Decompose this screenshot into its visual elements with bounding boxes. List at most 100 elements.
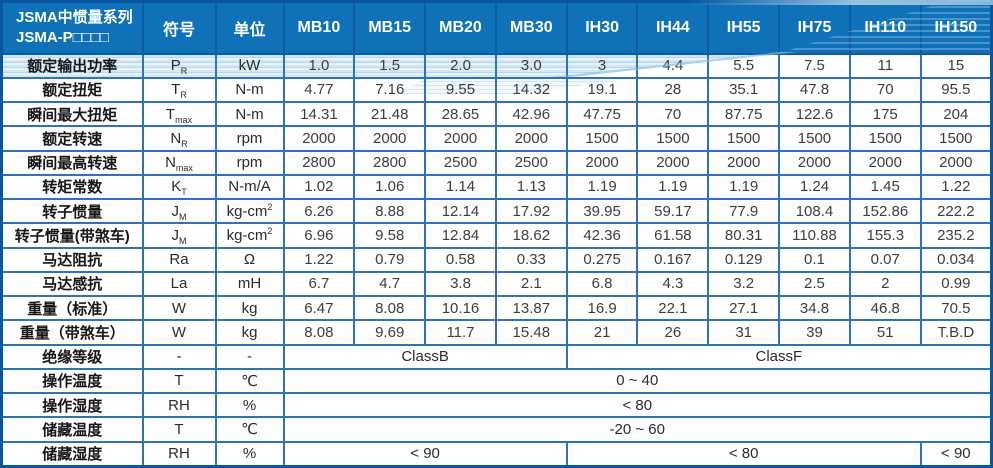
spec-value: 4.7	[353, 270, 427, 298]
spec-value: 152.86	[848, 197, 922, 225]
spec-unit: N-m	[214, 100, 285, 128]
spec-label: 马达感抗	[0, 270, 144, 298]
spec-unit: N-m	[214, 76, 285, 104]
spec-value: 1.45	[848, 173, 922, 201]
series-title-line1: JSMA中惯量系列	[16, 9, 133, 27]
spec-value: 39	[778, 319, 851, 346]
column-header-model: IH75	[778, 0, 851, 55]
spec-unit: kg-cm2	[214, 197, 285, 225]
spec-label: 转子惯量(带煞车)	[0, 222, 144, 249]
spec-span-value: < 90	[919, 440, 993, 468]
spec-value: 9.69	[353, 319, 427, 346]
spec-symbol: RH	[141, 391, 217, 419]
spec-value: 8.08	[282, 319, 356, 346]
spec-value: 0.1	[778, 246, 851, 273]
table-header: JSMA中惯量系列 JSMA-P□□□□ 符号 单位 MB10 MB15 MB2…	[0, 0, 993, 55]
spec-value: 1.5	[353, 52, 427, 79]
column-header-unit: 单位	[214, 0, 285, 55]
spec-value: 3.0	[494, 52, 568, 79]
spec-value: 1500	[707, 125, 781, 152]
spec-value: 2000	[494, 125, 568, 152]
spec-value: 7.16	[353, 76, 427, 104]
spec-label: 额定转速	[0, 125, 144, 152]
spec-symbol: Ra	[141, 246, 217, 273]
spec-value: 70	[848, 76, 922, 104]
spec-value: 11.7	[424, 319, 497, 346]
spec-value: 6.7	[282, 270, 356, 298]
spec-label: 马达阻抗	[0, 246, 144, 273]
spec-value: 2.5	[778, 270, 851, 298]
spec-value: 51	[848, 319, 922, 346]
spec-row: 马达阻抗 Ra Ω 1.22 0.79 0.58 0.33 0.275 0.167 0.129 0.…	[0, 246, 993, 273]
spec-value: 42.96	[494, 100, 568, 128]
spec-unit: %	[214, 440, 285, 468]
spec-value: 2	[848, 270, 922, 298]
spec-value: 77.9	[707, 197, 781, 225]
column-header-model: IH55	[707, 0, 781, 55]
spec-value: 3	[565, 52, 639, 79]
column-header-model: MB15	[353, 0, 427, 55]
spec-value: 15	[919, 52, 993, 79]
spec-value: 0.58	[424, 246, 497, 273]
spec-value: 1500	[636, 125, 710, 152]
spec-unit: kg-cm2	[214, 222, 285, 249]
env-spec-row: 操作湿度 RH% < 80	[0, 391, 993, 419]
spec-value: 70.5	[919, 294, 993, 322]
spec-value: 1500	[565, 125, 639, 152]
spec-value: 1.22	[919, 173, 993, 201]
spec-value: 0.33	[494, 246, 568, 273]
spec-symbol: Nmax	[141, 149, 217, 176]
spec-value: 11	[848, 52, 922, 79]
spec-unit: rpm	[214, 149, 285, 176]
column-header-model: IH44	[636, 0, 710, 55]
spec-span-value: 0 ~ 40	[282, 367, 993, 395]
spec-symbol: TR	[141, 76, 217, 104]
spec-symbol: RH	[141, 440, 217, 468]
spec-label: 转子惯量	[0, 197, 144, 225]
spec-span-value: -20 ~ 60	[282, 416, 993, 443]
spec-row: 额定转速 NR rpm 2000 2000 2000 2000 1500 1500 1500 150…	[0, 125, 993, 152]
spec-unit: ℃	[214, 416, 285, 443]
table-header-row: JSMA中惯量系列 JSMA-P□□□□ 符号 单位 MB10 MB15 MB2…	[0, 0, 993, 55]
spec-value: 6.96	[282, 222, 356, 249]
spec-value: 22.1	[636, 294, 710, 322]
spec-value: 18.62	[494, 222, 568, 249]
spec-value: 2800	[282, 149, 356, 176]
spec-value: 1.19	[565, 173, 639, 201]
spec-row: 瞬间最高转速 Nmax rpm 2800 2800 2500 2500 2000 2000 200…	[0, 149, 993, 176]
column-header-model: MB20	[424, 0, 497, 55]
env-spec-row: 绝缘等级 - - ClassB ClassF	[0, 343, 993, 370]
spec-value: 2500	[494, 149, 568, 176]
spec-value: 2.1	[494, 270, 568, 298]
spec-span-value: ClassF	[565, 343, 993, 370]
spec-label: 绝缘等级	[0, 343, 144, 370]
spec-value: 204	[919, 100, 993, 128]
spec-value: 1.0	[282, 52, 356, 79]
spec-symbol: -	[141, 343, 217, 370]
spec-value: 2000	[565, 149, 639, 176]
spec-value: 42.36	[565, 222, 639, 249]
spec-row: 瞬间最大扭矩 Tmax N-m 14.31 21.48 28.65 42.96 47.75 70…	[0, 100, 993, 128]
spec-span-value: < 80	[282, 391, 993, 419]
spec-value: 6.8	[565, 270, 639, 298]
spec-row: 马达感抗 La mH 6.7 4.7 3.8 2.1 6.8 4.3 3.2 2.5 2 0.99	[0, 270, 993, 298]
series-title-cell: JSMA中惯量系列 JSMA-P□□□□	[0, 0, 144, 55]
spec-value: 108.4	[778, 197, 851, 225]
table-body: 额定输出功率 PR kW 1.0 1.5 2.0 3.0 3 4.4 5.5 7.5 11 15 额定扭矩…	[0, 52, 993, 468]
spec-symbol: NR	[141, 125, 217, 152]
spec-value: 2000	[919, 149, 993, 176]
spec-value: 1.02	[282, 173, 356, 201]
spec-label: 额定扭矩	[0, 76, 144, 104]
spec-value: 155.3	[848, 222, 922, 249]
spec-value: 14.31	[282, 100, 356, 128]
spec-value: 61.58	[636, 222, 710, 249]
spec-label: 储藏湿度	[0, 440, 144, 468]
spec-value: 31	[707, 319, 781, 346]
spec-value: 46.8	[848, 294, 922, 322]
spec-row: 转子惯量(带煞车) JM kg-cm2 6.96 9.58 12.84 18.62 42.36…	[0, 222, 993, 249]
spec-value: 1.06	[353, 173, 427, 201]
spec-symbol: KT	[141, 173, 217, 201]
spec-value: 1.22	[282, 246, 356, 273]
spec-value: 8.88	[353, 197, 427, 225]
spec-value: 14.32	[494, 76, 568, 104]
